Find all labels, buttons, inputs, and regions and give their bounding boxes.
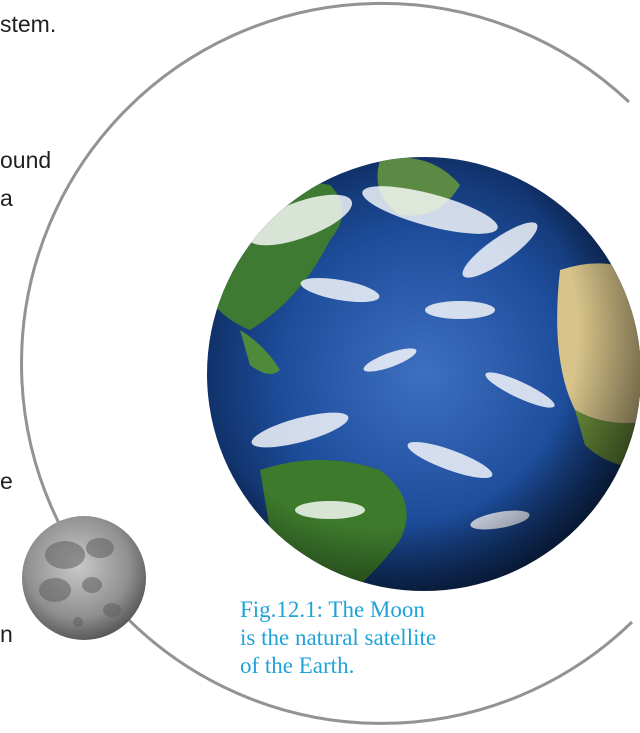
moon-orbit-path <box>20 1 634 725</box>
body-text-fragment-ound: ound <box>0 147 52 173</box>
body-text-fragment-n: n <box>0 621 13 647</box>
caption-line-3: of the Earth. <box>240 653 355 678</box>
moon-image <box>22 516 146 640</box>
body-text-fragment-a: a <box>0 185 13 211</box>
caption-line-2: is the natural satellite <box>240 625 437 650</box>
body-text-fragment-e: e <box>0 468 13 494</box>
figure-caption: Fig.12.1: The Moon is the natural satell… <box>240 596 436 680</box>
caption-line-1: Fig.12.1: The Moon <box>240 597 425 622</box>
body-text-fragment-stem: stem. <box>0 11 57 37</box>
earth-image <box>207 157 640 591</box>
